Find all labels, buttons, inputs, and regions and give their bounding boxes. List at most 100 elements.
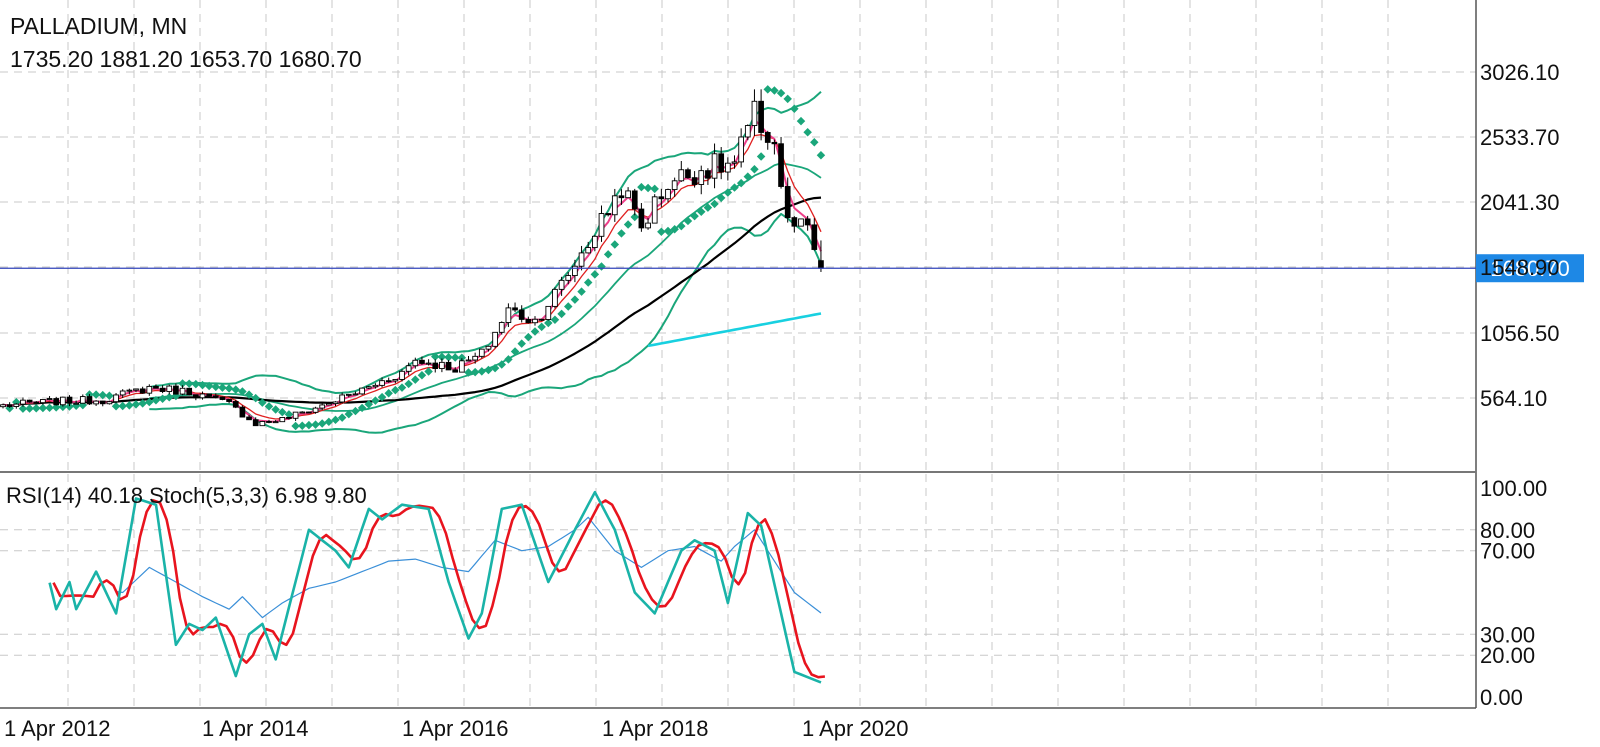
sar-dot [125,401,134,410]
sar-dot [683,216,693,226]
oscillator-tick-label: 20.00 [1480,643,1535,668]
candle-body [578,252,585,267]
sar-dot [224,384,234,393]
oscillator-lines [48,490,826,684]
candle-body [226,399,232,402]
candle-body [0,404,6,408]
sar-dot [317,419,327,428]
candle-body [558,279,565,290]
candle-body [505,307,512,323]
sar-dot [803,128,812,137]
candle-body [252,419,259,427]
sar-dot [504,355,513,364]
candle-body [93,400,99,405]
candle-body [512,307,518,311]
candle-body [126,389,133,392]
moving-average-mid [2,134,822,420]
sar-dot [597,262,606,271]
sar-dot [291,421,300,431]
candle-body [259,421,266,427]
price-axis: 3026.10 2533.70 2041.30 1548.90 1056.50 564.1… [1480,60,1560,411]
candle-body [299,411,306,414]
candle-body [525,318,532,324]
candle-body [738,136,745,163]
candle-body [206,393,213,397]
candle-body [372,384,379,388]
candle-body [133,388,139,391]
candle-body [592,235,598,249]
time-tick-label: 1 Apr 2012 [4,716,110,741]
price-tick-label: 2533.70 [1480,125,1560,150]
time-tick-label: 1 Apr 2020 [802,716,908,741]
candle-body [292,411,299,419]
sar-dot [264,402,274,411]
candle-body [711,153,718,179]
sar-dot [657,227,666,237]
sar-dot [564,302,573,311]
moving-average-long [2,196,822,407]
oscillator-tick-label: 0.00 [1480,685,1523,710]
candle-body [638,208,645,229]
sar-dot [464,368,473,377]
oscillator-title: RSI(14) 40.18 Stoch(5,3,3) 6.98 9.80 [6,483,367,508]
candle-body [432,362,439,369]
candle-body [631,190,638,210]
sar-dot [484,365,493,375]
sar-dot [364,400,373,409]
sar-dot [98,390,107,400]
sar-dot [105,391,114,401]
sar-dot [331,415,340,425]
candle-body [40,399,46,404]
sar-dot [650,184,659,194]
candle-body [199,393,206,399]
stoch-main-line [48,490,822,684]
candle-body [678,169,685,182]
candle-body [685,169,691,179]
candle-body [13,403,20,407]
candle-body [192,394,199,399]
sar-dot [643,183,653,193]
current-price-badge [1476,254,1584,283]
candle-body [345,393,352,396]
sar-dot [397,383,407,392]
candle-body [312,407,319,413]
sar-dot [25,404,34,413]
candle-body [99,400,106,405]
sar-dot [18,404,28,413]
candle-body [492,331,498,347]
sar-dot [570,295,580,304]
sar-dot [38,403,48,413]
candle-body [146,385,153,394]
sar-dot [238,387,247,396]
candle-body [153,385,159,389]
candle-body [731,161,738,164]
sar-dot [271,405,280,414]
sar-dot [457,353,467,363]
sar-dot [603,250,613,259]
sar-dot [184,379,194,388]
sar-dot [510,347,520,356]
candle-body [552,288,558,307]
candle-body [485,345,492,350]
candle-body [425,362,432,365]
sar-dot [431,352,440,361]
sar-dot [411,375,420,384]
candle-body [60,396,66,406]
sar-dot [218,383,227,392]
sar-dot [111,402,121,411]
sar-dot [337,413,347,422]
candle-body [173,385,179,395]
candle-body [86,396,93,405]
sar-dot [477,367,487,376]
candle-body [26,399,33,403]
sar-dot [583,278,593,287]
price-tick-label: 1548.90 [1480,255,1560,280]
bollinger-upper [149,91,822,394]
candle-body [119,390,126,396]
sar-dot [404,379,413,389]
sar-dot [550,315,560,324]
price-tick-label: 3026.10 [1480,60,1560,85]
sar-dot [244,390,254,399]
sar-dot [384,388,393,398]
